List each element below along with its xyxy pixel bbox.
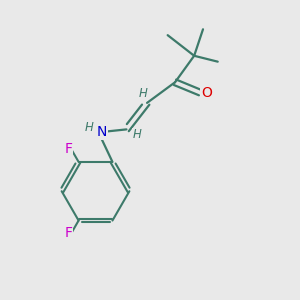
Text: O: O [201,85,212,100]
Text: H: H [138,87,147,100]
Text: H: H [85,121,94,134]
Text: N: N [97,125,107,139]
Text: F: F [65,226,73,240]
Text: H: H [132,128,141,141]
Text: F: F [65,142,73,156]
